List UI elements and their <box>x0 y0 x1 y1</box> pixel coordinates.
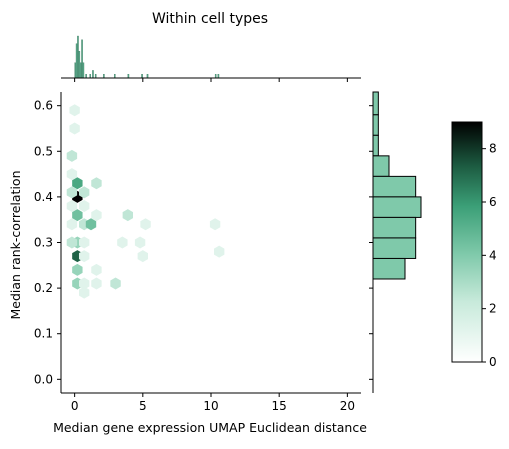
colorbar-tick-label: 4 <box>489 248 497 262</box>
hex-cell <box>122 209 134 222</box>
hex-cell <box>137 250 149 263</box>
y-marginal-bar <box>372 237 417 259</box>
x-marginal-bar <box>77 35 79 79</box>
y-tick-label: 0.6 <box>34 99 53 113</box>
colorbar-tick-label: 0 <box>489 355 497 369</box>
hex-cell <box>213 245 225 258</box>
hex-cell <box>78 286 90 299</box>
x-marginal-bar <box>103 74 105 79</box>
hex-cell <box>66 186 78 199</box>
y-tick-label: 0.2 <box>34 281 53 295</box>
y-tick-label: 0.3 <box>34 236 53 250</box>
colorbar <box>451 121 483 363</box>
y-marginal-bar <box>372 257 406 280</box>
y-axis-label: Median rank-correlation <box>8 171 23 320</box>
y-tick-label: 0.0 <box>34 372 53 386</box>
y-tick-label: 0.4 <box>34 190 53 204</box>
colorbar-ticks: 0 2 4 6 8 <box>482 142 497 369</box>
hexbin-plot-area <box>66 104 225 299</box>
x-marginal-bar <box>89 74 91 79</box>
x-tick-label: 15 <box>272 399 287 413</box>
hex-cell <box>72 209 83 222</box>
x-marginal-bar <box>85 74 87 79</box>
x-marginal-histogram <box>74 35 220 79</box>
hex-cell <box>72 263 83 276</box>
x-marginal-bar <box>81 39 83 79</box>
colorbar-tick-label: 6 <box>489 195 497 209</box>
hex-cell <box>110 277 121 290</box>
x-marginal-bar <box>78 51 81 79</box>
hex-cell <box>85 218 97 231</box>
x-marginal-bar <box>214 74 217 79</box>
y-marginal-histogram <box>372 91 422 280</box>
hex-cell <box>91 263 102 276</box>
chart-title: Within cell types <box>152 11 268 27</box>
hex-cell <box>91 209 102 222</box>
y-marginal-bar <box>372 134 379 157</box>
hex-cell <box>69 122 80 135</box>
hex-cell <box>66 218 78 231</box>
x-marginal-bar <box>82 62 85 79</box>
y-marginal-bar <box>372 196 422 218</box>
y-marginal-bar <box>372 216 417 239</box>
hex-cell <box>69 104 80 117</box>
x-marginal-bar <box>75 43 78 79</box>
hex-cell <box>78 250 90 263</box>
x-tick-label: 0 <box>71 399 79 413</box>
hex-cell <box>66 200 78 213</box>
x-marginal-bar <box>217 74 220 79</box>
x-marginal-bar <box>74 62 76 79</box>
x-marginal-bar <box>94 74 97 79</box>
x-marginal-bar <box>127 74 130 79</box>
y-marginal-bar <box>372 114 379 136</box>
y-marginal-bar <box>372 91 379 116</box>
hex-cell <box>134 236 146 249</box>
hex-cell <box>209 218 221 231</box>
x-tick-label: 10 <box>203 399 218 413</box>
y-tick-label: 0.1 <box>34 327 53 341</box>
y-tick-label: 0.5 <box>34 144 53 158</box>
hex-cell <box>72 177 83 190</box>
x-marginal-bar <box>146 74 149 79</box>
hex-cell <box>78 277 90 290</box>
colorbar-tick-label: 8 <box>489 142 497 156</box>
x-marginal-bar <box>79 62 82 79</box>
hex-cell <box>66 236 78 249</box>
x-marginal-bar <box>114 74 116 79</box>
hex-cell <box>66 168 78 181</box>
x-marginal-bar <box>92 70 94 79</box>
hex-cell <box>66 149 78 162</box>
x-marginal-bar <box>141 74 143 79</box>
y-marginal-bar <box>372 175 417 198</box>
hex-cell <box>140 218 151 231</box>
x-tick-label: 5 <box>139 399 147 413</box>
hex-cell <box>91 277 102 290</box>
y-marginal-bar <box>372 155 390 177</box>
hex-cell <box>78 236 90 249</box>
hex-cell <box>91 177 102 190</box>
hex-cell <box>78 186 90 199</box>
colorbar-tick-label: 2 <box>489 302 497 316</box>
x-axis-label: Median gene expression UMAP Euclidean di… <box>53 420 367 435</box>
x-tick-label: 20 <box>340 399 355 413</box>
hex-cell <box>117 236 128 249</box>
hex-cell <box>78 200 90 213</box>
